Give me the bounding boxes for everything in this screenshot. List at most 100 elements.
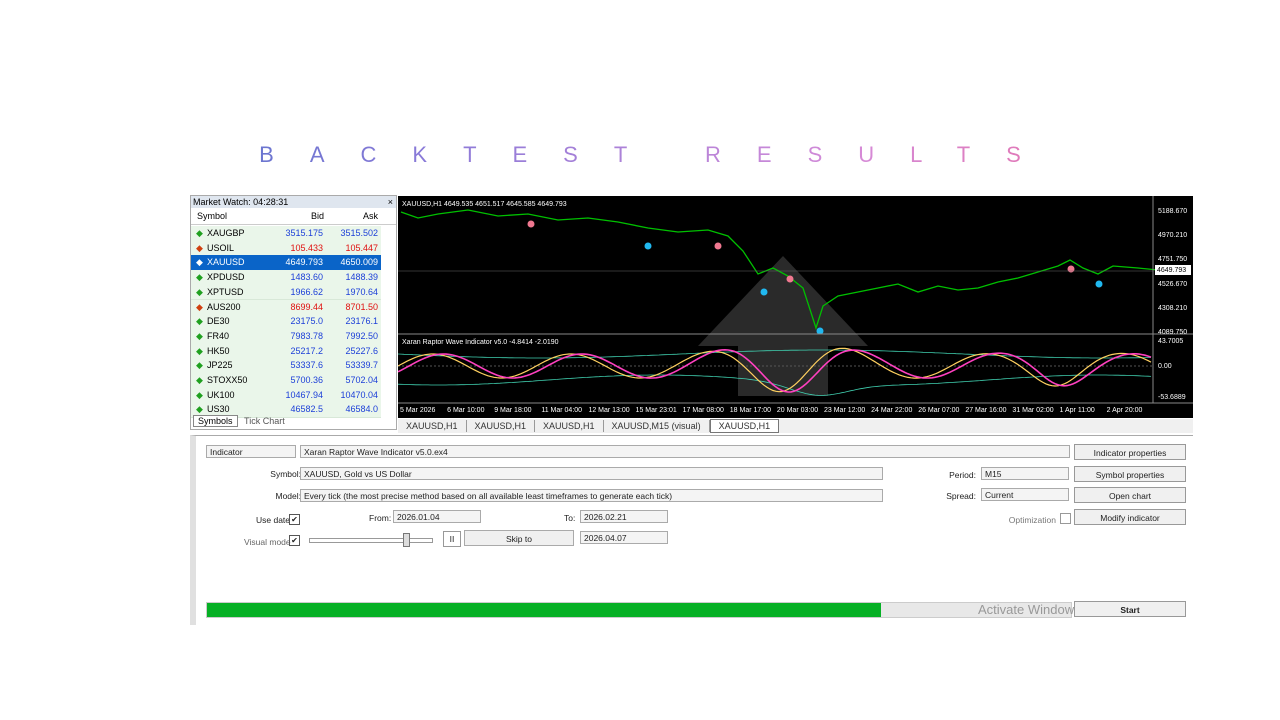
- symbol-name: XAUUSD: [207, 257, 245, 268]
- symbol-select[interactable]: XAUUSD, Gold vs US Dollar: [300, 467, 883, 480]
- button[interactable]: Indicator properties: [1074, 444, 1186, 460]
- symbol-row[interactable]: ◆ USOIL 105.433 105.447: [191, 240, 381, 257]
- symbol-row[interactable]: ◆ FR40 7983.78 7992.50: [191, 328, 381, 345]
- column-label: Bid: [311, 211, 325, 221]
- symbol-row[interactable]: ◆ XAUUSD 4649.793 4650.009: [191, 255, 381, 272]
- column-header: Symbol Bid Ask: [191, 208, 396, 225]
- time-label: 31 Mar 02:00: [1012, 407, 1053, 414]
- symbol-row[interactable]: ◆ HK50 25217.2 25227.6: [191, 343, 381, 360]
- tab[interactable]: Symbols: [193, 415, 238, 427]
- bid-price: 8699.44: [290, 301, 323, 312]
- symbol-row[interactable]: ◆ JP225 53337.6 53339.7: [191, 358, 381, 374]
- chart-tab[interactable]: XAUUSD,H1: [535, 420, 604, 432]
- model-select[interactable]: Every tick (the most precise method base…: [300, 489, 883, 502]
- tab-bar: Symbols Tick Chart: [193, 415, 289, 427]
- symbol-row[interactable]: ◆ STOXX50 5700.36 5702.04: [191, 373, 381, 389]
- bid-price: 46582.5: [290, 404, 323, 415]
- indicator-labels: 43.7005 0.00 -53.6889: [1158, 338, 1186, 401]
- button[interactable]: Symbol properties: [1074, 466, 1186, 482]
- time-label: 1 Apr 11:00: [1060, 407, 1095, 414]
- field-label: From:: [369, 513, 392, 523]
- speed-slider[interactable]: [309, 538, 433, 543]
- slider-thumb[interactable]: [403, 533, 410, 547]
- checkbox[interactable]: ✔: [289, 514, 300, 525]
- time-label: 11 Mar 04:00: [541, 407, 582, 414]
- pause-button[interactable]: II: [443, 531, 461, 547]
- ask-price: 53339.7: [345, 360, 378, 371]
- trend-icon: ◆: [196, 286, 203, 297]
- panel-title: Market Watch: 04:28:31: [193, 197, 289, 207]
- oscillator-line: [398, 347, 1152, 393]
- time-label: 5 Mar 2026: [400, 407, 436, 414]
- date-input[interactable]: 2026.02.21: [580, 510, 668, 523]
- ask-price: 105.447: [345, 242, 378, 253]
- sell-signal: [527, 220, 535, 228]
- close-icon[interactable]: ×: [387, 197, 393, 207]
- skip-button[interactable]: Skip to: [464, 530, 574, 546]
- chart-tab[interactable]: XAUUSD,H1: [709, 419, 780, 433]
- button[interactable]: Open chart: [1074, 487, 1186, 503]
- indicator-label: 43.7005: [1158, 338, 1183, 345]
- time-label: 6 Mar 10:00: [447, 407, 484, 414]
- symbol-row[interactable]: ◆ XAUGBP 3515.175 3515.502: [191, 226, 381, 242]
- symbol-name: XAUGBP: [207, 228, 245, 238]
- tab[interactable]: Tick Chart: [244, 416, 285, 426]
- column-label: Symbol: [197, 211, 228, 221]
- date-input[interactable]: 2026.04.07: [580, 531, 668, 544]
- oscillator-line: [398, 348, 1152, 393]
- column-label: Ask: [363, 211, 379, 221]
- symbol-name: STOXX50: [207, 375, 248, 385]
- chart-tabs: XAUUSD,H1 XAUUSD,H1 XAUUSD,H1 XAUUSD,M15 (v…: [398, 419, 1193, 433]
- symbol-row[interactable]: ◆ DE30 23175.0 23176.1: [191, 314, 381, 330]
- indicator-label: 0.00: [1158, 363, 1172, 370]
- bid-price: 105.433: [290, 242, 323, 253]
- progress-track: [206, 602, 1072, 618]
- symbol-list: ◆ XAUGBP 3515.175 3515.502 ◆ USOIL 105.433 105.…: [191, 226, 396, 419]
- trend-icon: ◆: [196, 242, 203, 253]
- time-label: 23 Mar 12:00: [824, 407, 865, 414]
- price-label: 5188.670: [1158, 208, 1187, 215]
- trend-icon: ◆: [196, 375, 203, 385]
- trend-icon: ◆: [196, 228, 203, 238]
- chart-tab[interactable]: XAUUSD,H1: [398, 420, 467, 432]
- field-label: Use date: [256, 515, 291, 525]
- time-label: 2 Apr 20:00: [1107, 407, 1143, 414]
- symbol-name: UK100: [207, 389, 235, 400]
- time-label: 9 Mar 18:00: [494, 407, 531, 414]
- symbol-row[interactable]: ◆ US30 46582.5 46584.0: [191, 402, 381, 419]
- trend-icon: ◆: [196, 301, 203, 312]
- chart-tab[interactable]: XAUUSD,H1: [467, 420, 536, 432]
- bid-price: 5700.36: [290, 375, 323, 385]
- start-button[interactable]: Start: [1074, 601, 1186, 617]
- symbol-row[interactable]: ◆ XPTUSD 1966.62 1970.64: [191, 284, 381, 301]
- period-select[interactable]: M15: [981, 467, 1069, 480]
- symbol-name: AUS200: [207, 301, 241, 312]
- checkbox[interactable]: ✔: [289, 535, 300, 546]
- spread-select[interactable]: Current: [981, 488, 1069, 501]
- bid-price: 10467.94: [285, 389, 323, 400]
- trend-icon: ◆: [196, 330, 203, 341]
- symbol-name: DE30: [207, 316, 230, 327]
- expert-select[interactable]: Xaran Raptor Wave Indicator v5.0.ex4: [300, 445, 1070, 458]
- date-input[interactable]: 2026.01.04: [393, 510, 481, 523]
- oscillator: [398, 347, 1152, 396]
- chart-tab[interactable]: XAUUSD,M15 (visual): [604, 420, 710, 432]
- symbol-row[interactable]: ◆ AUS200 8699.44 8701.50: [191, 299, 381, 316]
- trend-icon: ◆: [196, 272, 203, 283]
- price-label: 4526.670: [1158, 281, 1187, 288]
- bid-price: 7983.78: [290, 330, 323, 341]
- ask-price: 3515.502: [340, 228, 378, 238]
- price-label: 4751.750: [1158, 256, 1187, 263]
- field-label: Symbol:: [270, 469, 301, 479]
- symbol-row[interactable]: ◆ XPDUSD 1483.60 1488.39: [191, 270, 381, 286]
- symbol-row[interactable]: ◆ UK100 10467.94 10470.04: [191, 387, 381, 404]
- ask-price: 46584.0: [345, 404, 378, 415]
- bid-price: 53337.6: [290, 360, 323, 371]
- trend-icon: ◆: [196, 360, 203, 371]
- checkbox[interactable]: [1060, 513, 1071, 524]
- time-label: 20 Mar 03:00: [777, 407, 818, 414]
- button[interactable]: Modify indicator: [1074, 509, 1186, 525]
- indicator-label: -53.6889: [1158, 394, 1186, 401]
- type-select[interactable]: Indicator: [206, 445, 296, 458]
